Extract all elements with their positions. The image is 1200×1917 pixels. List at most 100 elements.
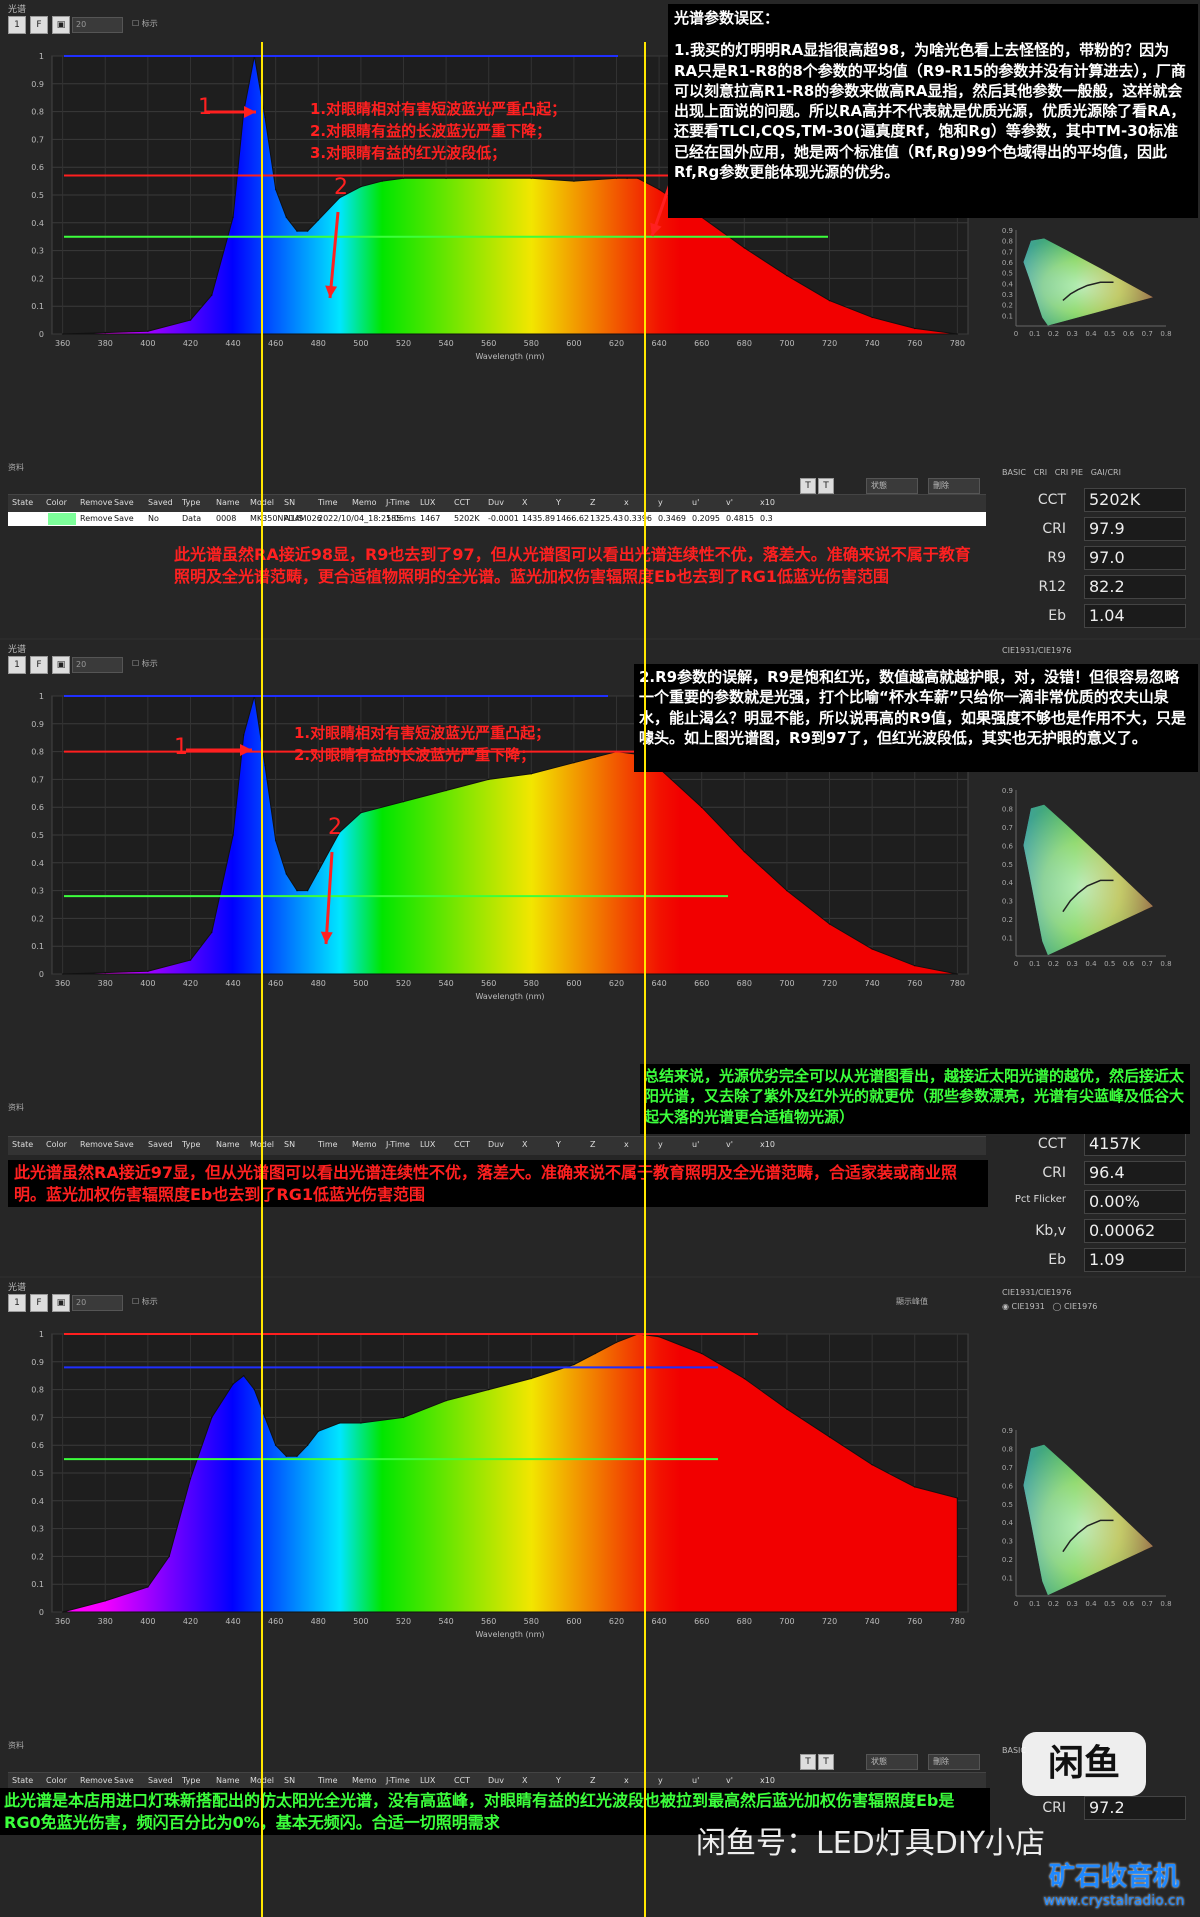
- column-header[interactable]: u': [692, 1776, 700, 1785]
- column-header[interactable]: Save: [114, 1776, 134, 1785]
- column-header[interactable]: u': [692, 1140, 700, 1149]
- column-header[interactable]: Color: [46, 1140, 67, 1149]
- column-header[interactable]: Time: [318, 1140, 338, 1149]
- status-dropdown[interactable]: 状態: [866, 1754, 918, 1770]
- column-header[interactable]: x: [624, 1776, 629, 1785]
- mark-checkbox[interactable]: ☐ 标示: [132, 659, 158, 668]
- zoom-input[interactable]: 20: [72, 657, 123, 673]
- column-header[interactable]: Y: [556, 1140, 561, 1149]
- window-button[interactable]: 1: [8, 1294, 26, 1312]
- column-header[interactable]: x10: [760, 1776, 775, 1785]
- column-header[interactable]: Save: [114, 1140, 134, 1149]
- column-header[interactable]: CCT: [454, 1776, 471, 1785]
- tab-basic[interactable]: BASIC: [1002, 1746, 1026, 1755]
- column-header[interactable]: Color: [46, 498, 67, 507]
- column-header[interactable]: Name: [216, 1776, 240, 1785]
- column-header[interactable]: Z: [590, 1140, 596, 1149]
- column-header[interactable]: v': [726, 498, 733, 507]
- column-header[interactable]: Time: [318, 498, 338, 507]
- column-header[interactable]: Name: [216, 498, 240, 507]
- window-button[interactable]: 1: [8, 656, 26, 674]
- column-header[interactable]: x10: [760, 498, 775, 507]
- data-point: [317, 1430, 320, 1433]
- column-header[interactable]: Y: [556, 498, 561, 507]
- column-header[interactable]: CCT: [454, 1140, 471, 1149]
- file-button[interactable]: F: [30, 656, 48, 674]
- column-header[interactable]: J-Time: [386, 1776, 410, 1785]
- tab-basic[interactable]: BASIC: [1002, 468, 1026, 477]
- column-header[interactable]: State: [12, 498, 34, 507]
- column-header[interactable]: Type: [182, 1776, 201, 1785]
- column-header[interactable]: Name: [216, 1140, 240, 1149]
- italic-t2-button[interactable]: T: [818, 1754, 834, 1770]
- column-header[interactable]: Color: [46, 1776, 67, 1785]
- zoom-input[interactable]: 20: [72, 1295, 123, 1311]
- delete-dropdown[interactable]: 刪除: [928, 478, 980, 494]
- column-header[interactable]: x: [624, 498, 629, 507]
- column-header[interactable]: Z: [590, 1776, 596, 1785]
- data-point: [445, 1399, 447, 1402]
- cie1976-radio[interactable]: ◯ CIE1976: [1052, 1302, 1098, 1311]
- column-header[interactable]: Memo: [352, 1776, 377, 1785]
- italic-t-button[interactable]: T: [800, 478, 816, 494]
- column-header[interactable]: Z: [590, 498, 596, 507]
- mark-checkbox[interactable]: ☐ 标示: [132, 19, 158, 28]
- column-header[interactable]: X: [522, 1776, 528, 1785]
- column-header[interactable]: J-Time: [386, 1140, 410, 1149]
- column-header[interactable]: Duv: [488, 1776, 504, 1785]
- column-header[interactable]: LUX: [420, 1140, 436, 1149]
- column-header[interactable]: SN: [284, 498, 296, 507]
- file-button[interactable]: F: [30, 1294, 48, 1312]
- image-button[interactable]: ▣: [52, 1294, 70, 1312]
- column-header[interactable]: Remove: [80, 1140, 113, 1149]
- column-header[interactable]: Y: [556, 1776, 561, 1785]
- column-header[interactable]: Type: [182, 498, 201, 507]
- column-header[interactable]: y: [658, 498, 663, 507]
- column-header[interactable]: LUX: [420, 1776, 436, 1785]
- italic-t-button[interactable]: T: [800, 1754, 816, 1770]
- italic-t2-button[interactable]: T: [818, 478, 834, 494]
- window-button[interactable]: 1: [8, 16, 26, 34]
- column-header[interactable]: State: [12, 1776, 34, 1785]
- column-header[interactable]: x10: [760, 1140, 775, 1149]
- file-button[interactable]: F: [30, 16, 48, 34]
- column-header[interactable]: SN: [284, 1776, 296, 1785]
- mark-checkbox[interactable]: ☐ 标示: [132, 1297, 158, 1306]
- table-row[interactable]: Remove Save No Data 0008 MK350NPLUS A14M026 202…: [8, 512, 986, 526]
- tab-gai-cri[interactable]: GAI/CRI: [1090, 468, 1121, 477]
- column-header[interactable]: Memo: [352, 498, 377, 507]
- image-button[interactable]: ▣: [52, 656, 70, 674]
- column-header[interactable]: X: [522, 1140, 528, 1149]
- column-header[interactable]: Memo: [352, 1140, 377, 1149]
- tab-cri-pie[interactable]: CRI PIE: [1054, 468, 1084, 477]
- column-header[interactable]: X: [522, 498, 528, 507]
- tab-cri[interactable]: CRI: [1033, 468, 1048, 477]
- peak-show-label[interactable]: 顯示峰值: [896, 1297, 928, 1306]
- delete-dropdown[interactable]: 刪除: [928, 1754, 980, 1770]
- column-header[interactable]: Save: [114, 498, 134, 507]
- column-header[interactable]: x: [624, 1140, 629, 1149]
- zoom-input[interactable]: 20: [72, 17, 123, 33]
- column-header[interactable]: Duv: [488, 498, 504, 507]
- column-header[interactable]: Remove: [80, 498, 113, 507]
- column-header[interactable]: Saved: [148, 1140, 173, 1149]
- image-button[interactable]: ▣: [52, 16, 70, 34]
- column-header[interactable]: SN: [284, 1140, 296, 1149]
- column-header[interactable]: State: [12, 1140, 34, 1149]
- column-header[interactable]: Saved: [148, 1776, 173, 1785]
- column-header[interactable]: Time: [318, 1776, 338, 1785]
- column-header[interactable]: CCT: [454, 498, 471, 507]
- column-header[interactable]: LUX: [420, 498, 436, 507]
- column-header[interactable]: y: [658, 1776, 663, 1785]
- column-header[interactable]: y: [658, 1140, 663, 1149]
- column-header[interactable]: Type: [182, 1140, 201, 1149]
- column-header[interactable]: Saved: [148, 498, 173, 507]
- column-header[interactable]: Duv: [488, 1140, 504, 1149]
- status-dropdown[interactable]: 状態: [866, 478, 918, 494]
- cie1931-radio[interactable]: ◉ CIE1931: [1002, 1302, 1045, 1311]
- column-header[interactable]: u': [692, 498, 700, 507]
- column-header[interactable]: J-Time: [386, 498, 410, 507]
- column-header[interactable]: v': [726, 1140, 733, 1149]
- column-header[interactable]: Remove: [80, 1776, 113, 1785]
- column-header[interactable]: v': [726, 1776, 733, 1785]
